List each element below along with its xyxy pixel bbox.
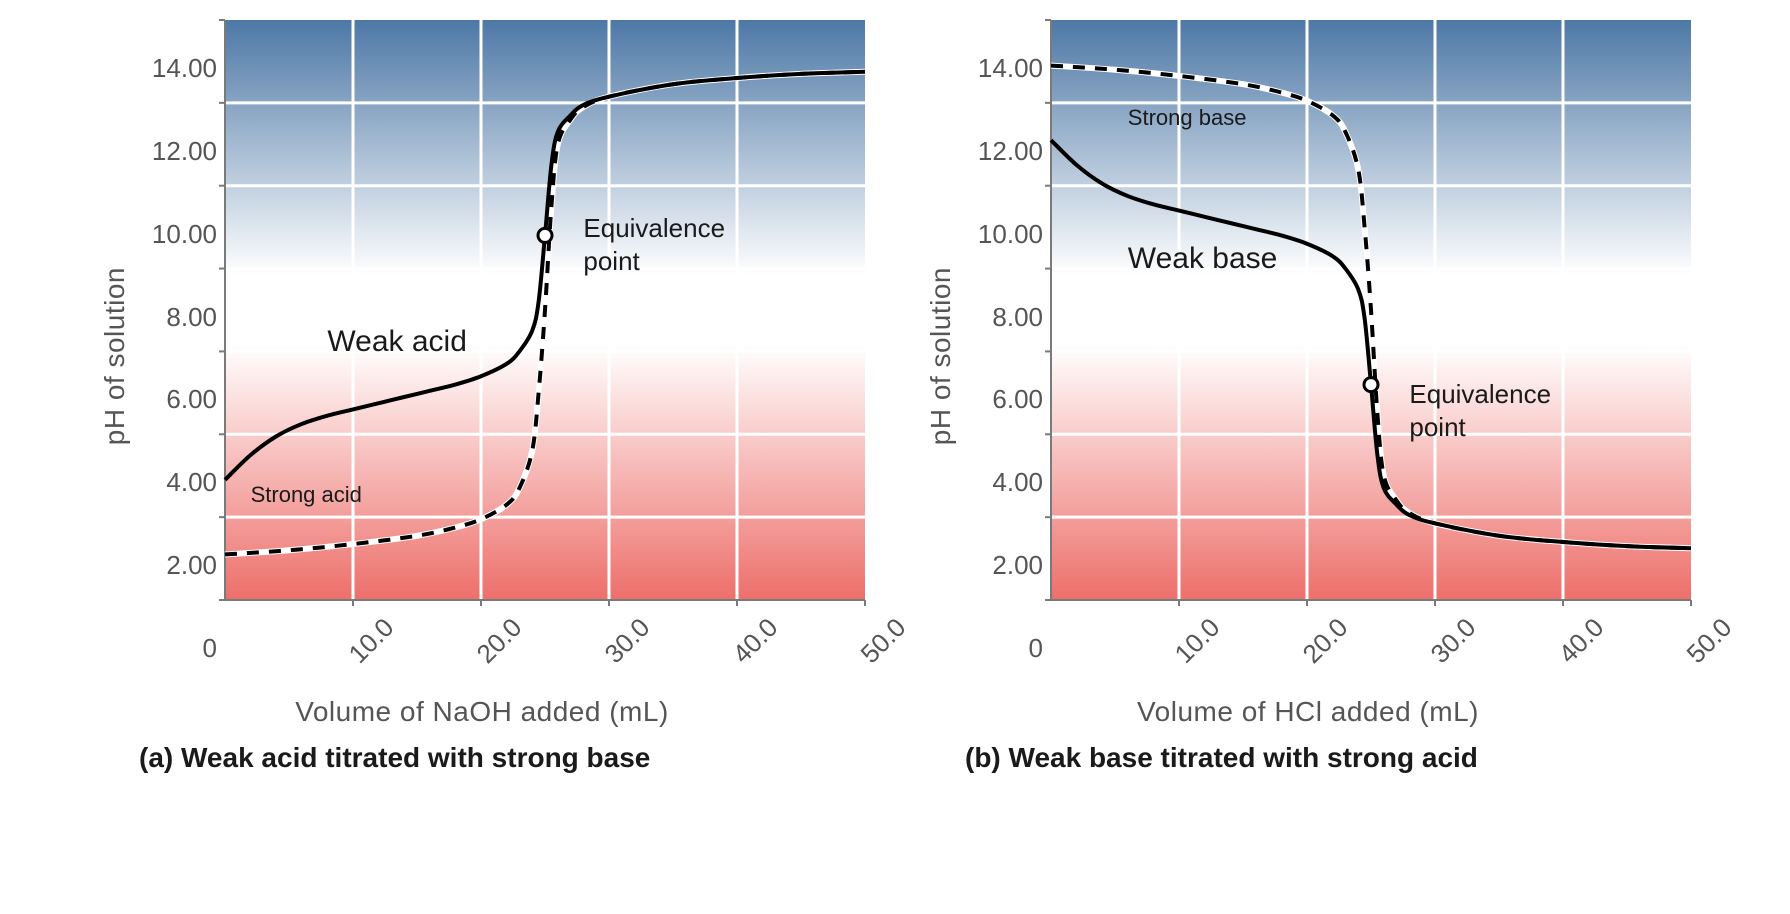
ytick-label: 4.00 <box>166 467 217 498</box>
xtick-label: 30.0 <box>1425 612 1483 670</box>
panel-a-xlabel: Volume of NaOH added (mL) <box>295 696 669 728</box>
xtick-label: 50.0 <box>1681 612 1739 670</box>
annot-strong_acid: Strong acid <box>251 482 362 508</box>
panel-a-chart-row: pH of solution 14.0012.0010.008.006.004.… <box>99 20 865 692</box>
ytick-label: 0 <box>203 633 217 664</box>
ytick-label: 6.00 <box>166 384 217 415</box>
panel-b-chart-row: pH of solution 14.0012.0010.008.006.004.… <box>925 20 1691 692</box>
ytick-label: 0 <box>1029 633 1043 664</box>
xtick-label: 10.0 <box>343 612 401 670</box>
panel-b-ylabel: pH of solution <box>925 267 957 445</box>
panel-a-caption: (a) Weak acid titrated with strong base <box>99 742 650 774</box>
panel-b-plot-wrap: Strong base Weak base Equivalencepoint 10.… <box>1051 20 1691 692</box>
ytick-label: 10.00 <box>152 219 217 250</box>
panel-a-ylabel: pH of solution <box>99 267 131 445</box>
panel-b-xlabel: Volume of HCl added (mL) <box>1137 696 1479 728</box>
ytick-label: 2.00 <box>992 550 1043 581</box>
annot-eq2: point <box>583 246 639 277</box>
panel-b-yticks: 14.0012.0010.008.006.004.002.000 <box>963 66 1043 646</box>
panel-b-plot: Strong base Weak base Equivalencepoint <box>1051 20 1691 600</box>
ytick-label: 12.00 <box>978 136 1043 167</box>
annot-strong_base: Strong base <box>1128 105 1247 131</box>
xtick-label: 40.0 <box>1553 612 1611 670</box>
annot-weak_acid: Weak acid <box>327 325 467 359</box>
panels-container: pH of solution 14.0012.0010.008.006.004.… <box>20 20 1770 774</box>
ytick-label: 10.00 <box>978 219 1043 250</box>
ytick-label: 14.00 <box>978 53 1043 84</box>
ytick-label: 8.00 <box>166 302 217 333</box>
xtick-label: 20.0 <box>471 612 529 670</box>
xtick-label: 10.0 <box>1169 612 1227 670</box>
ytick-label: 14.00 <box>152 53 217 84</box>
panel-a-plot-wrap: Weak acid Strong acid Equivalencepoint 10.… <box>225 20 865 692</box>
annot-eq1: Equivalence <box>583 213 725 244</box>
xtick-label: 40.0 <box>727 612 785 670</box>
panel-b-caption: (b) Weak base titrated with strong acid <box>925 742 1478 774</box>
ytick-label: 4.00 <box>992 467 1043 498</box>
panel-a-yticks: 14.0012.0010.008.006.004.002.000 <box>137 66 217 646</box>
annot-weak_base: Weak base <box>1128 242 1278 276</box>
ytick-label: 2.00 <box>166 550 217 581</box>
annot-eq2: point <box>1409 412 1465 443</box>
panel-a-plot: Weak acid Strong acid Equivalencepoint <box>225 20 865 600</box>
ytick-label: 12.00 <box>152 136 217 167</box>
xtick-label: 50.0 <box>855 612 913 670</box>
panel-a-xticks: 10.020.030.040.050.0 <box>225 612 865 692</box>
panel-b-xticks: 10.020.030.040.050.0 <box>1051 612 1691 692</box>
xtick-label: 20.0 <box>1297 612 1355 670</box>
panel-b: pH of solution 14.0012.0010.008.006.004.… <box>925 20 1691 774</box>
xtick-label: 30.0 <box>599 612 657 670</box>
annot-eq1: Equivalence <box>1409 379 1551 410</box>
panel-a: pH of solution 14.0012.0010.008.006.004.… <box>99 20 865 774</box>
ytick-label: 8.00 <box>992 302 1043 333</box>
ytick-label: 6.00 <box>992 384 1043 415</box>
